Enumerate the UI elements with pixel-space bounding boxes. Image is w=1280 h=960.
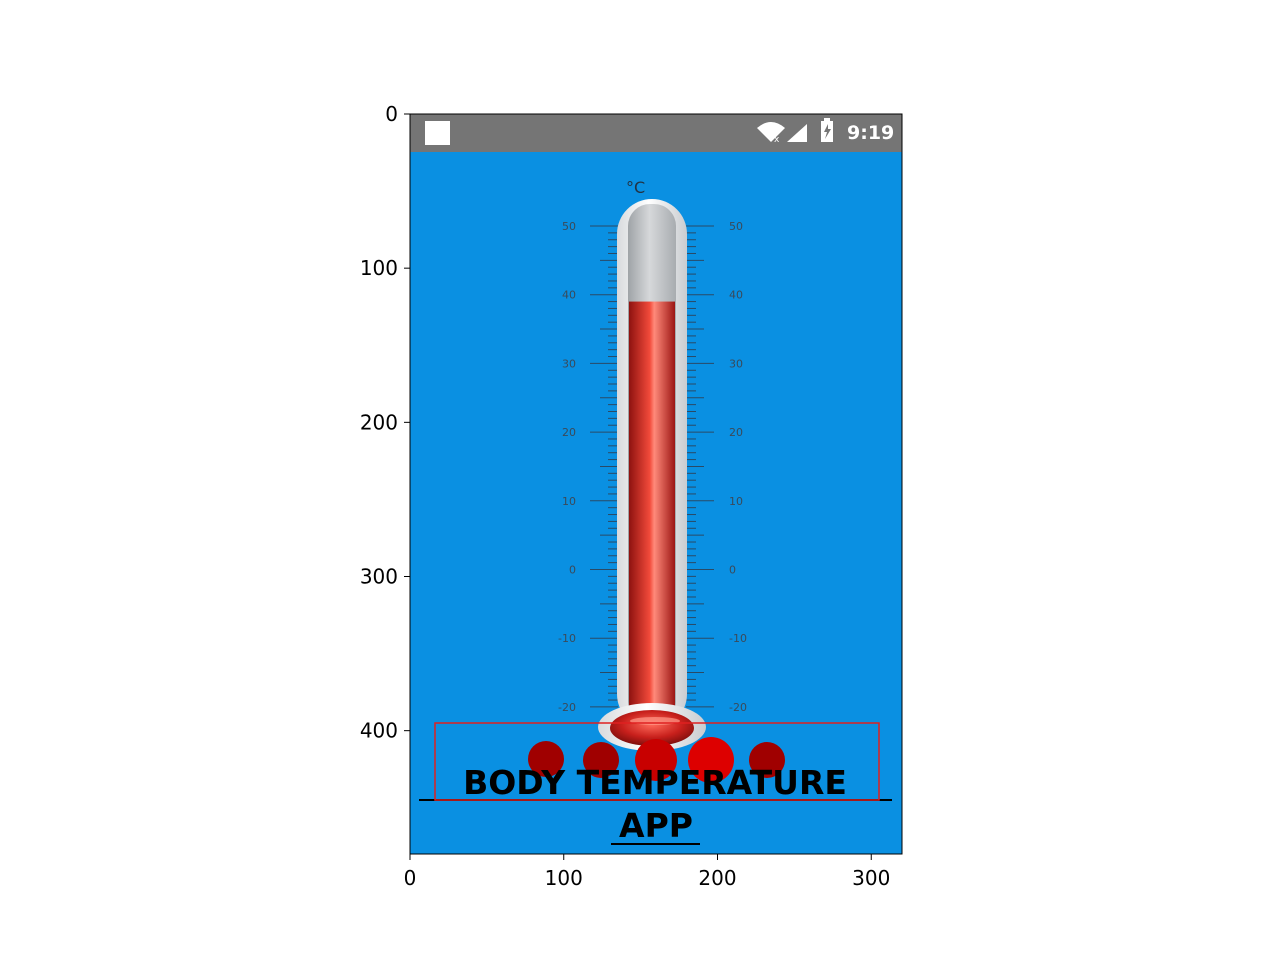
scale-label-left: -20 [558,701,576,714]
scale-label-right: -20 [729,701,747,714]
loading-dot [635,739,677,781]
scale-label-right: 30 [729,357,743,370]
status-clock: 9:19 [847,122,894,144]
scale-label-left: 20 [562,426,576,439]
scale-label-left: 50 [562,220,576,233]
scale-label-right: 0 [729,564,736,577]
scale-label-right: -10 [729,632,747,645]
bulb-highlight [630,717,680,725]
loading-indicator [528,737,785,783]
x-axis: 0 100 200 300 [404,854,890,890]
x-tick-label: 200 [698,866,736,890]
loading-dot [528,741,564,777]
scale-label-right: 20 [729,426,743,439]
y-tick-label: 100 [360,256,398,280]
scale-label-left: -10 [558,632,576,645]
notification-square-icon [425,121,450,145]
scale-label-right: 10 [729,495,743,508]
phone-screen: x 9:19 °C 50 40 30 20 10 0 -10 -20 50 40 30 20 10 0 -… [410,114,902,854]
wifi-icon: x [757,122,785,145]
scale-right: 50 40 30 20 10 0 -10 -20 [686,220,747,722]
loading-dot [688,737,734,783]
highlight-box [434,722,880,801]
thermometer: °C 50 40 30 20 10 0 -10 -20 50 40 30 20 10 0 -10 -20 [558,178,747,751]
svg-text:x: x [774,135,780,145]
y-tick-label: 200 [360,410,398,434]
status-bar [410,114,902,152]
y-tick-label: 0 [385,102,398,126]
scale-label-left: 0 [569,564,576,577]
y-tick-label: 300 [360,565,398,589]
y-axis: 0 100 200 300 400 [360,102,410,743]
x-tick-label: 100 [545,866,583,890]
unit-label: °C [626,178,645,197]
scale-label-left: 30 [562,357,576,370]
scale-label-left: 10 [562,495,576,508]
app-title-line2: APP [619,806,693,845]
y-tick-label: 400 [360,719,398,743]
mercury-column [629,301,675,734]
scale-label-right: 40 [729,289,743,302]
battery-charging-icon [821,118,833,142]
signal-icon [787,124,807,142]
axes-frame [409,113,903,855]
scale-label-right: 50 [729,220,743,233]
loading-dot [583,742,619,778]
loading-dot [749,742,785,778]
app-title-line1: BODY TEMPERATURE [463,763,847,802]
scale-left: 50 40 30 20 10 0 -10 -20 [558,220,618,722]
x-tick-label: 0 [404,866,417,890]
x-tick-label: 300 [852,866,890,890]
scale-label-left: 40 [562,289,576,302]
